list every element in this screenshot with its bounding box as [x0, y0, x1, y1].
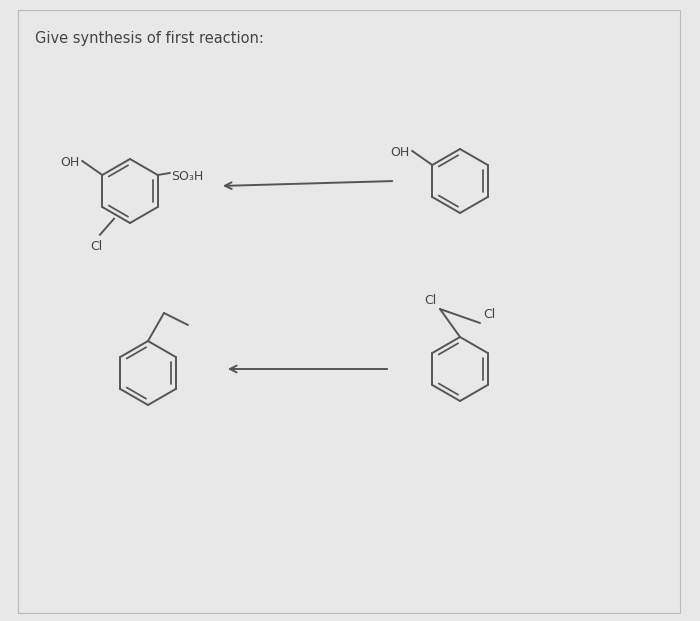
- Text: Give synthesis of first reaction:: Give synthesis of first reaction:: [35, 31, 264, 46]
- Text: Cl: Cl: [424, 294, 436, 307]
- Text: Cl: Cl: [90, 240, 102, 253]
- Text: Cl: Cl: [483, 308, 496, 321]
- Text: OH: OH: [391, 146, 409, 159]
- Text: SO₃H: SO₃H: [171, 170, 203, 183]
- Text: OH: OH: [60, 156, 80, 169]
